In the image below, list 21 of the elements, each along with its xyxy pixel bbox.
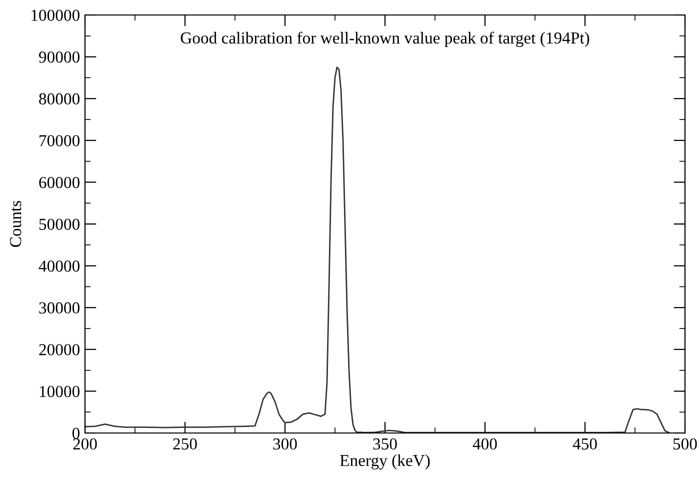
x-tick-label: 400: [472, 438, 497, 450]
y-tick-label: 100000: [32, 10, 80, 21]
y-tick-label: 0: [72, 428, 80, 439]
x-axis-title: Energy (keV): [340, 454, 430, 470]
x-tick-label: 500: [673, 438, 697, 450]
x-tick-label: 450: [572, 438, 597, 450]
y-tick-label: 20000: [39, 344, 80, 356]
y-tick-label: 70000: [40, 135, 80, 146]
text: Good calibration for well-known value peak of target (194Pt): [180, 32, 590, 48]
y-tick-label: 80000: [39, 93, 80, 105]
y-axis-title: Counts: [10, 200, 22, 247]
y-tick-label: 60000: [39, 176, 80, 188]
x-tick-label: 200: [73, 438, 97, 450]
y-tick-label: 90000: [39, 52, 80, 63]
y-tick-label: 50000: [39, 218, 80, 230]
x-tick-label: 300: [273, 438, 297, 450]
x-tick-label: 350: [373, 438, 397, 450]
y-tick-label: 30000: [39, 302, 80, 314]
y-tick-label: 40000: [38, 260, 80, 272]
x-tick-label: 250: [173, 438, 197, 450]
y-tick-label: 10000: [40, 386, 80, 398]
